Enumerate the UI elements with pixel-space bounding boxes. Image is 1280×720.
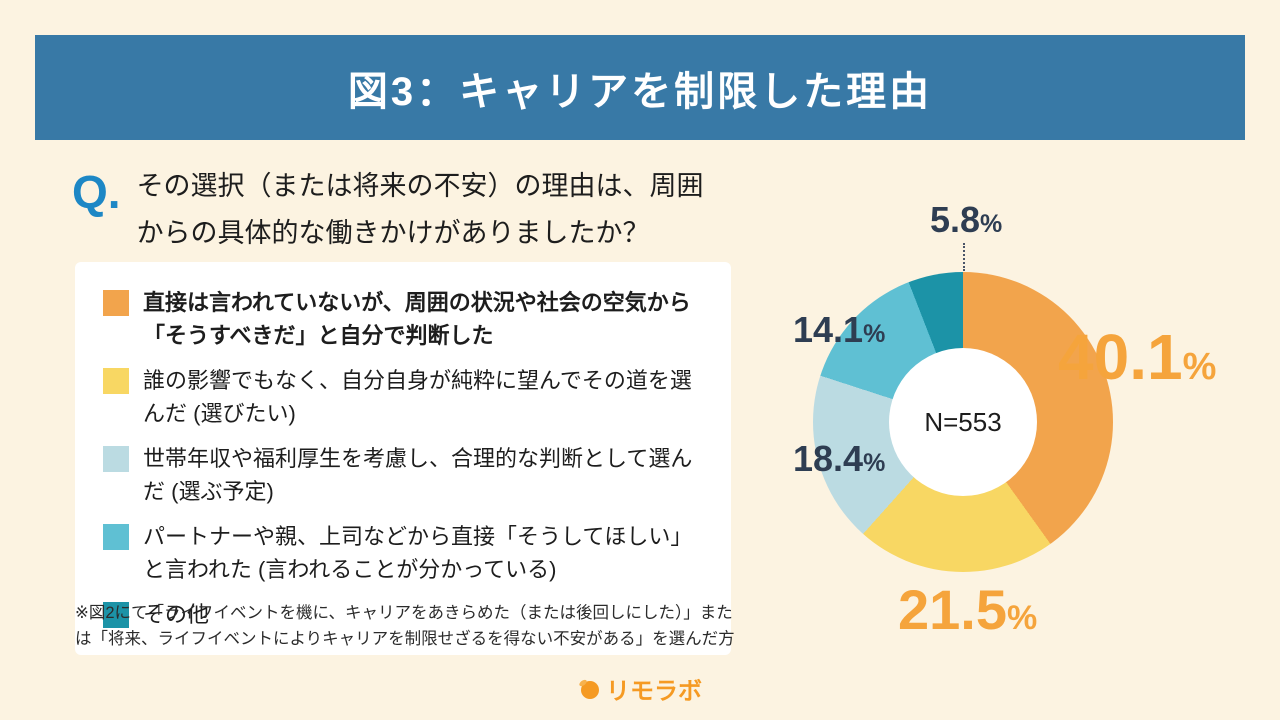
legend-label: その他 xyxy=(143,602,210,627)
legend-swatch xyxy=(103,602,129,628)
percent-label: 18.4% xyxy=(793,438,886,479)
question-line-1: その選択（または将来の不安）の理由は、周囲 xyxy=(136,171,704,201)
legend-swatch xyxy=(103,446,129,472)
donut-chart: N=553 xyxy=(813,272,1113,572)
percent-label: 40.1% xyxy=(1058,321,1217,393)
footnote: ※図2にて「ライフイベントを機に、キャリアをあきらめた（または後回しにした）」ま… xyxy=(75,604,735,648)
donut-center: N=553 xyxy=(889,348,1037,496)
question-mark: Q. xyxy=(72,166,121,218)
legend-swatch xyxy=(103,368,129,394)
page-title: 図3：キャリアを制限した理由 xyxy=(347,69,933,114)
legend-item: パートナーや親、上司などから直接「そうしてほしい」と言われた (言われることが分… xyxy=(103,520,703,586)
legend-swatch xyxy=(103,290,129,316)
legend-swatch xyxy=(103,524,129,550)
logo-icon xyxy=(578,678,600,700)
legend-label: パートナーや親、上司などから直接「そうしてほしい」と言われた (言われることが分… xyxy=(143,524,693,582)
chart-legend: 直接は言われていないが、周囲の状況や社会の空気から「そうすべきだ」と自分で判断し… xyxy=(75,262,731,655)
question-block: Q. その選択（または将来の不安）の理由は、周囲 からの具体的な働きかけがありま… xyxy=(72,163,704,258)
sample-size: N=553 xyxy=(924,406,1002,437)
legend-item: 世帯年収や福利厚生を考慮し、合理的な判断として選んだ (選ぶ予定) xyxy=(103,442,703,508)
legend-label: 誰の影響でもなく、自分自身が純粋に望んでその道を選んだ (選びたい) xyxy=(143,368,692,426)
percent-label: 21.5% xyxy=(898,578,1038,641)
title-bar: 図3：キャリアを制限した理由 xyxy=(35,35,1245,140)
legend-item: 直接は言われていないが、周囲の状況や社会の空気から「そうすべきだ」と自分で判断し… xyxy=(103,286,703,352)
percent-label: 5.8% xyxy=(930,199,1003,240)
question-text: その選択（または将来の不安）の理由は、周囲 からの具体的な働きかけがありましたか… xyxy=(137,163,704,258)
question-line-2: からの具体的な働きかけがありましたか？ xyxy=(136,218,650,249)
logo: リモラボ xyxy=(0,671,1280,706)
legend-item: 誰の影響でもなく、自分自身が純粋に望んでその道を選んだ (選びたい) xyxy=(103,364,703,430)
legend-item: その他 xyxy=(103,598,703,631)
logo-text: リモラボ xyxy=(606,678,702,705)
label-leader-line xyxy=(963,243,965,271)
legend-label: 世帯年収や福利厚生を考慮し、合理的な判断として選んだ (選ぶ予定) xyxy=(143,446,693,504)
percent-label: 14.1% xyxy=(793,309,886,350)
legend-label: 直接は言われていないが、周囲の状況や社会の空気から「そうすべきだ」と自分で判断し… xyxy=(143,290,691,348)
